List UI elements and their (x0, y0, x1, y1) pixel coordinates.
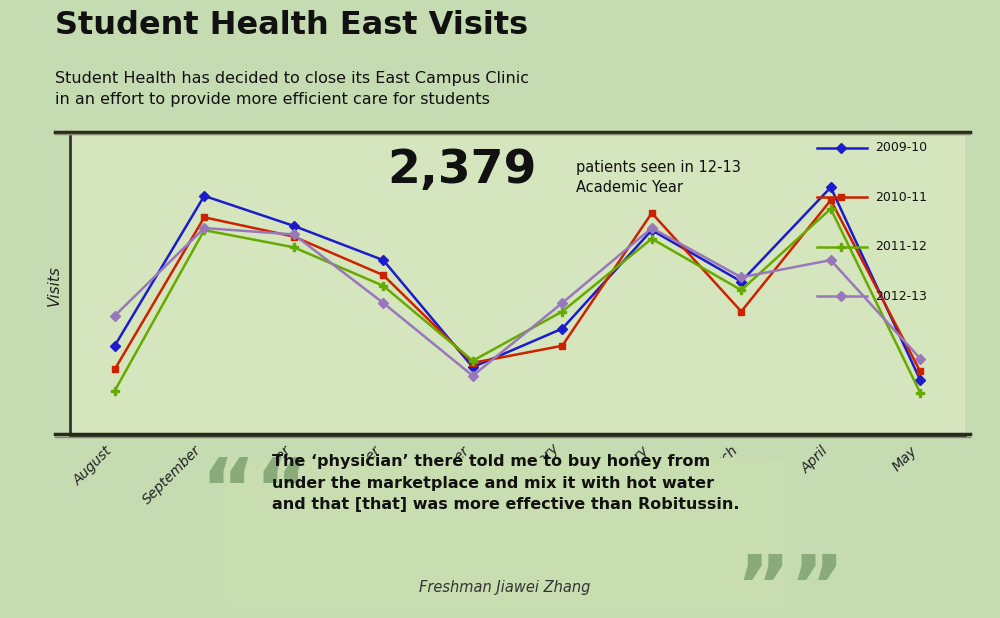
Text: ””: ”” (735, 551, 845, 618)
Text: 2012-13: 2012-13 (876, 290, 927, 303)
Text: The ‘physician’ there told me to buy honey from
under the marketplace and mix it: The ‘physician’ there told me to buy hon… (272, 454, 740, 512)
Text: Student Health East Visits: Student Health East Visits (55, 11, 528, 41)
Text: 2,379: 2,379 (388, 148, 537, 193)
FancyBboxPatch shape (225, 458, 785, 609)
Text: Student Health has decided to close its East Campus Clinic
in an effort to provi: Student Health has decided to close its … (55, 71, 529, 108)
Text: 2010-11: 2010-11 (876, 191, 928, 204)
Text: 2009-10: 2009-10 (876, 142, 928, 154)
Text: patients seen in 12-13
Academic Year: patients seen in 12-13 Academic Year (576, 160, 741, 195)
Y-axis label: Visits: Visits (47, 265, 62, 307)
Text: ““: ““ (200, 454, 310, 535)
Text: Freshman Jiawei Zhang: Freshman Jiawei Zhang (419, 580, 591, 595)
Text: 2011-12: 2011-12 (876, 240, 927, 253)
